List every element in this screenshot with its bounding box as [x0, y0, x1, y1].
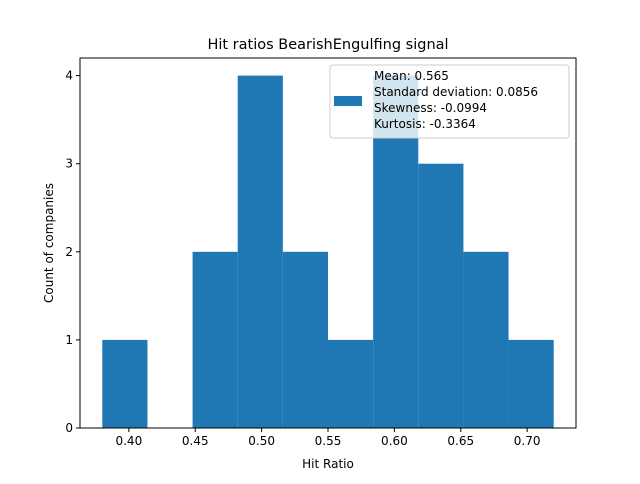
- x-tick-label: 0.45: [182, 434, 209, 448]
- x-tick-label: 0.50: [248, 434, 275, 448]
- legend-line-mean: Mean: 0.565: [374, 69, 449, 83]
- x-tick-label: 0.55: [315, 434, 342, 448]
- x-tick-label: 0.60: [381, 434, 408, 448]
- histogram-bar: [328, 339, 374, 428]
- y-tick-label: 0: [65, 421, 73, 435]
- x-tick-label: 0.70: [514, 434, 541, 448]
- legend-line-skewness: Skewness: -0.0994: [374, 101, 487, 115]
- legend: Mean: 0.565 Standard deviation: 0.0856 S…: [329, 64, 570, 139]
- histogram-bar: [418, 163, 464, 428]
- legend-swatch: [334, 96, 362, 106]
- y-tick-label: 3: [65, 157, 73, 171]
- x-ticks-group: 0.40 0.45 0.50 0.55 0.60 0.65 0.70: [115, 428, 541, 448]
- y-tick-label: 4: [65, 69, 73, 83]
- y-tick-label: 2: [65, 245, 73, 259]
- y-tick-label: 1: [65, 333, 73, 347]
- histogram-bar: [192, 251, 238, 428]
- histogram-bar: [237, 75, 283, 428]
- histogram-bar: [102, 339, 148, 428]
- histogram-bar: [463, 251, 509, 428]
- x-tick-label: 0.40: [115, 434, 142, 448]
- chart-title: Hit ratios BearishEngulfing signal: [207, 37, 448, 53]
- histogram-bar: [282, 251, 328, 428]
- x-tick-label: 0.65: [447, 434, 474, 448]
- legend-line-std: Standard deviation: 0.0856: [374, 85, 538, 99]
- y-ticks-group: 0 1 2 3 4: [65, 69, 80, 435]
- histogram-bar: [508, 339, 554, 428]
- x-axis-label: Hit Ratio: [302, 457, 354, 471]
- y-axis-label: Count of companies: [42, 183, 56, 303]
- legend-box: [329, 64, 570, 139]
- legend-line-kurtosis: Kurtosis: -0.3364: [374, 117, 476, 131]
- bars-group: [102, 75, 554, 428]
